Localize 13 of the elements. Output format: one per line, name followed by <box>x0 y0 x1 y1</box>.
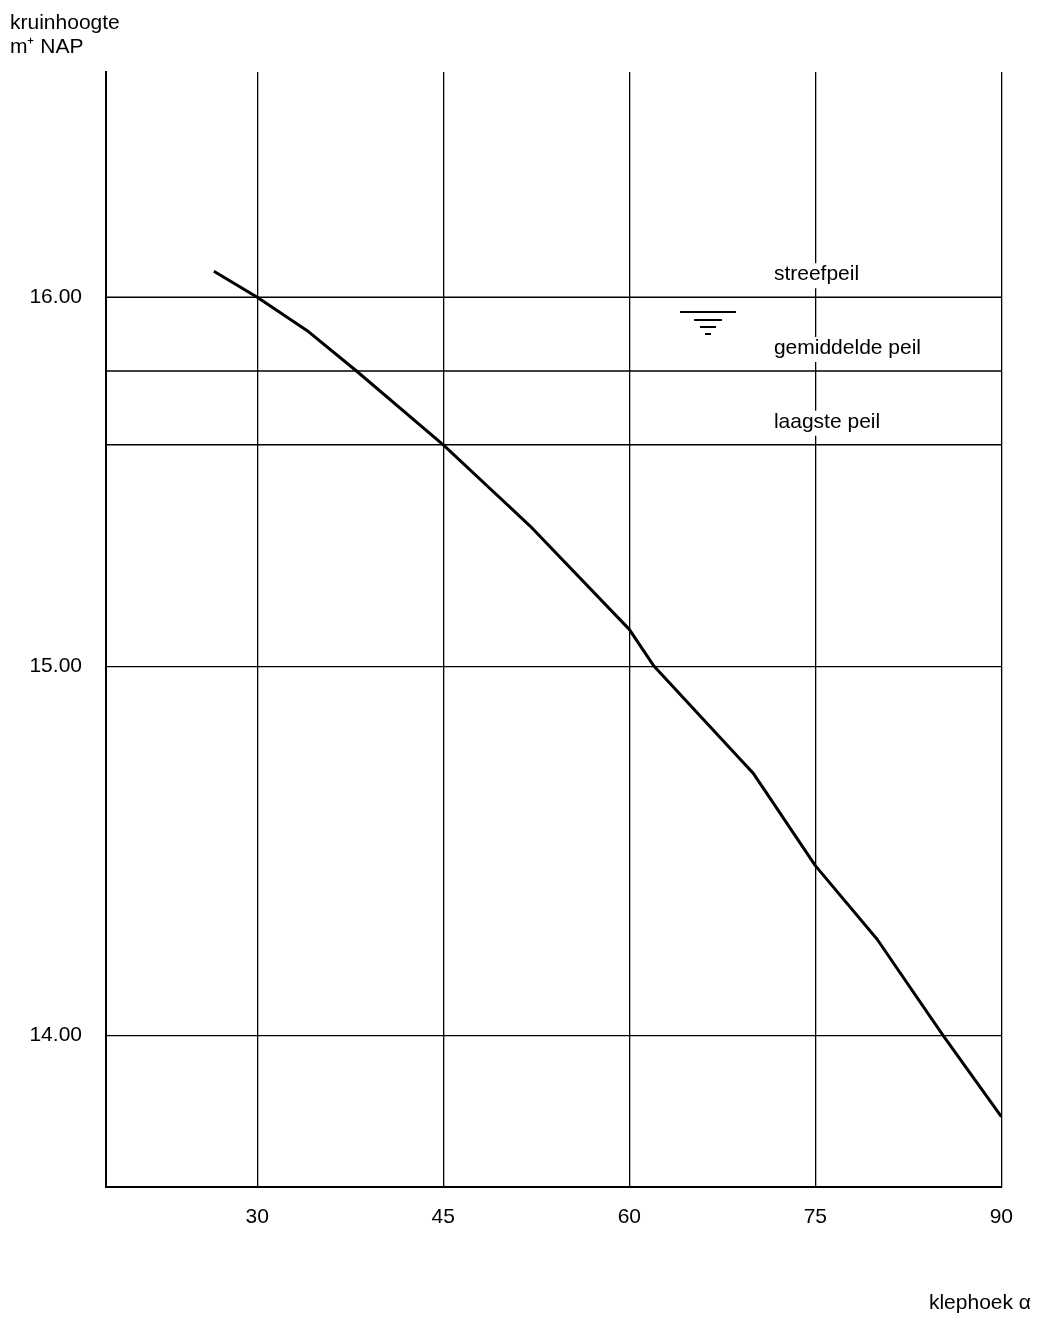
x-tick-label: 30 <box>245 1204 269 1228</box>
x-tick-label: 45 <box>431 1204 455 1228</box>
x-tick-label: 90 <box>989 1204 1013 1228</box>
ref-line-label: laagste peil <box>773 409 881 433</box>
ref-line-label: streefpeil <box>773 261 860 285</box>
y-tick-label: 14.00 <box>29 1022 82 1046</box>
x-tick-label: 75 <box>803 1204 827 1228</box>
x-tick-label: 60 <box>617 1204 641 1228</box>
x-axis-title: klephoek α <box>928 1290 1031 1314</box>
y-axis-title: kruinhoogte m⁺ NAP <box>10 10 120 58</box>
ref-line-label: gemiddelde peil <box>773 335 922 359</box>
y-tick-label: 16.00 <box>29 283 82 307</box>
y-tick-label: 15.00 <box>29 653 82 677</box>
